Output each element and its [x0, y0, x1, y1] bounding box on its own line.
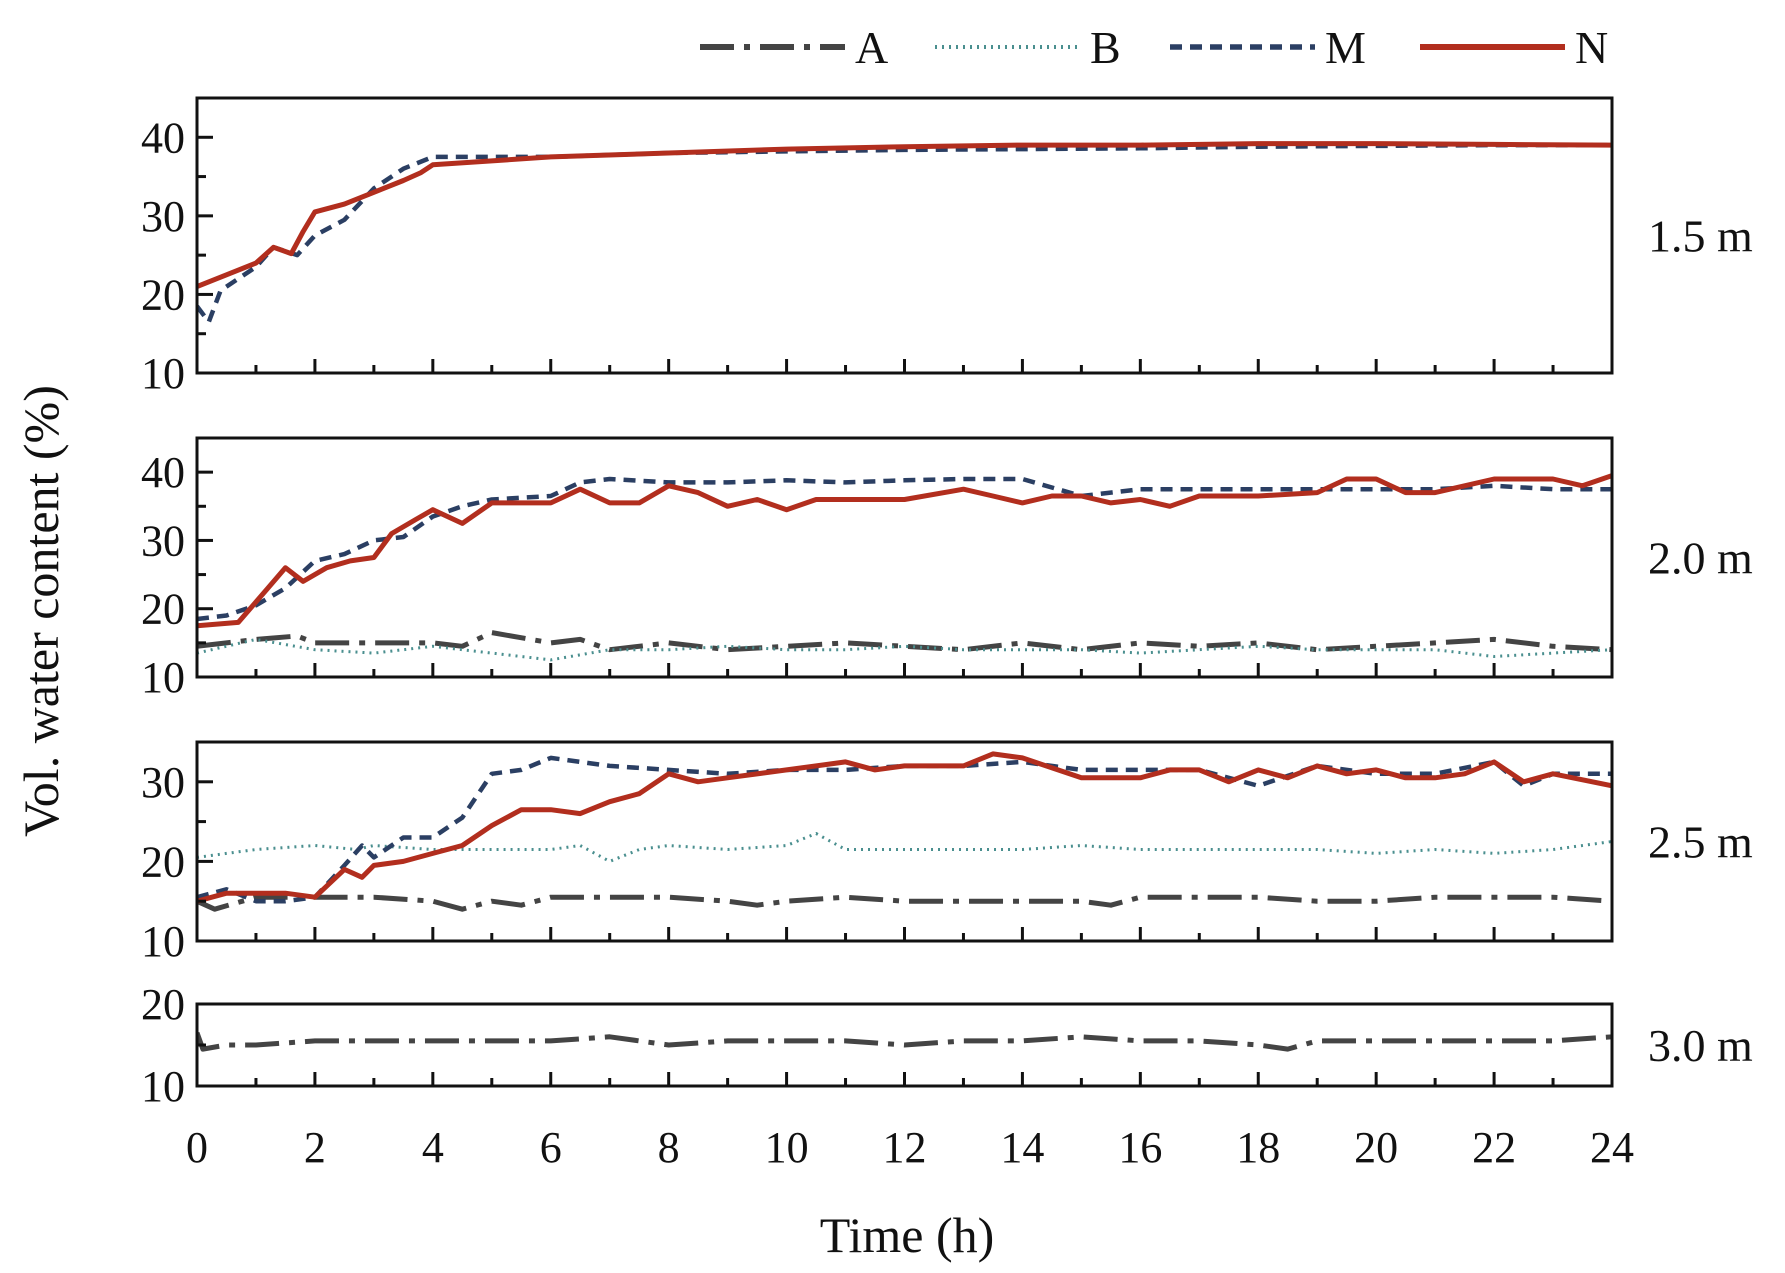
panel-2-series-a [197, 630, 1612, 653]
panel-2-series-n [197, 473, 1612, 629]
panel-4-series [197, 1031, 1612, 1052]
chart-panels: 10 20 30 40 1.5 m 10 20 30 40 2.0 m 10 20 30 2.5 m 10 2… [141, 96, 1753, 1111]
panel-1-ytick-label: 10 [141, 349, 185, 398]
panel-3: 10 20 30 2.5 m [141, 740, 1753, 966]
panel-2-series-b [197, 637, 1612, 662]
panel-4: 10 20 3.0 m [141, 980, 1753, 1111]
panel-3-ytick-label: 10 [141, 917, 185, 966]
x-tick-label: 8 [658, 1123, 680, 1172]
panel-1-frame [195, 96, 1614, 375]
x-tick-label: 6 [540, 1123, 562, 1172]
panel-1: 10 20 30 40 1.5 m [141, 96, 1753, 398]
x-axis: 0 2 4 6 8 10 12 14 16 18 20 22 24 [186, 1123, 1634, 1172]
panel-3-ytick-label: 30 [141, 758, 185, 807]
panel-1-depth-label: 1.5 m [1648, 211, 1753, 262]
panel-1-ytick-label: 20 [141, 270, 185, 319]
panel-3-series-b [197, 832, 1612, 863]
y-axis-title: Vol. water content (%) [13, 385, 69, 837]
panel-3-series-n [197, 751, 1612, 904]
x-tick-label: 24 [1590, 1123, 1634, 1172]
legend-label-n: N [1575, 22, 1608, 73]
panel-2: 10 20 30 40 2.0 m [141, 436, 1753, 702]
panel-3-depth-label: 2.5 m [1648, 817, 1753, 868]
panel-1-ytick-label: 30 [141, 192, 185, 241]
panel-2-frame [195, 436, 1614, 679]
x-tick-label: 18 [1236, 1123, 1280, 1172]
legend-label-a: A [855, 22, 888, 73]
panel-2-ytick-label: 30 [141, 516, 185, 565]
x-tick-label: 16 [1118, 1123, 1162, 1172]
panel-3-series-m [197, 755, 1612, 904]
panel-1-series [197, 141, 1612, 325]
panel-2-ytick-label: 10 [141, 653, 185, 702]
panel-1-ytick-label: 40 [141, 113, 185, 162]
x-tick-label: 22 [1472, 1123, 1516, 1172]
panel-2-series [197, 473, 1612, 662]
x-tick-label: 10 [765, 1123, 809, 1172]
x-tick-label: 2 [304, 1123, 326, 1172]
panel-3-ytick-label: 20 [141, 837, 185, 886]
x-tick-label: 20 [1354, 1123, 1398, 1172]
panel-2-series-m [197, 476, 1612, 622]
panel-3-series [197, 751, 1612, 912]
panel-2-ytick-label: 20 [141, 585, 185, 634]
panel-1-series-n [197, 141, 1612, 289]
x-tick-label: 0 [186, 1123, 208, 1172]
panel-4-ytick-label: 20 [141, 980, 185, 1029]
x-tick-label: 12 [883, 1123, 927, 1172]
panel-3-frame [195, 740, 1614, 943]
panel-2-depth-label: 2.0 m [1648, 533, 1753, 584]
panel-1-series-m [197, 142, 1612, 325]
legend-label-m: M [1325, 22, 1366, 73]
panel-4-depth-label: 3.0 m [1648, 1020, 1753, 1071]
x-tick-label: 4 [422, 1123, 444, 1172]
x-tick-label: 14 [1000, 1123, 1044, 1172]
panel-4-series-a [197, 1031, 1612, 1052]
x-axis-title: Time (h) [820, 1207, 995, 1263]
panel-2-ytick-label: 40 [141, 448, 185, 497]
panel-3-series-a [197, 894, 1612, 912]
legend-label-b: B [1090, 22, 1121, 73]
panel-4-ytick-label: 10 [141, 1062, 185, 1111]
